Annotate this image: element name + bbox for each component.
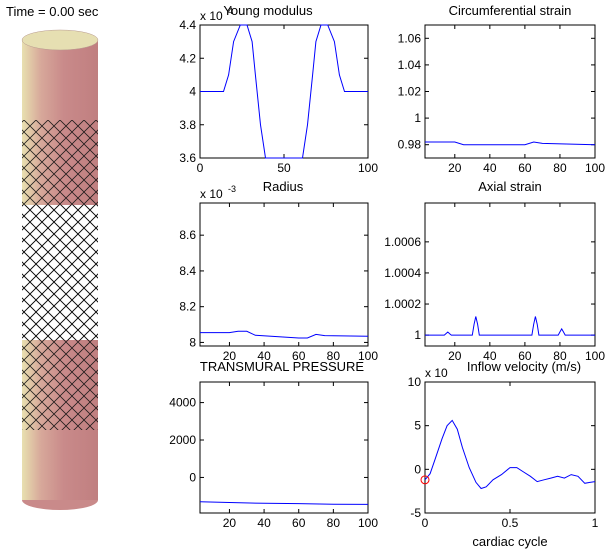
young-modulus-ytick-label: 3.6 (179, 151, 196, 165)
inflow-velocity-title: Inflow velocity (m/s) (467, 359, 581, 374)
inflow-velocity-xtick-label: 0 (422, 516, 429, 530)
vessel-top-cap (21, 29, 99, 51)
radius-xtick-label: 40 (257, 349, 271, 363)
young-modulus-ytick-label: 4.4 (179, 18, 196, 32)
circumferential-strain-xtick-label: 80 (553, 161, 567, 175)
transmural-pressure-chart: 20 40 60 80 100 0 2000 4000 TRANSMURAL PRESSURE (169, 359, 378, 530)
transmural-pressure-ytick-label: 2000 (169, 433, 196, 447)
stent-mesh-inner (22, 205, 98, 340)
circumferential-strain-xtick-label: 40 (483, 161, 497, 175)
young-modulus-xtick-label: 100 (358, 161, 378, 175)
circumferential-strain-title: Circumferential strain (449, 3, 572, 18)
axial-strain-xtick-label: 60 (518, 349, 532, 363)
radius-ytick-label: 8.4 (179, 264, 196, 278)
inflow-velocity-ytick-label: -5 (410, 506, 421, 520)
inflow-velocity-axes-box (424, 381, 596, 514)
radius-series-line (200, 330, 369, 339)
transmural-pressure-ytick-label: 4000 (169, 396, 196, 410)
axial-strain-series-line (425, 316, 595, 336)
circumferential-strain-ytick-label: 1.04 (398, 58, 422, 72)
circumferential-strain-xtick-label: 100 (585, 161, 605, 175)
transmural-pressure-xtick-label: 100 (358, 516, 378, 530)
inflow-velocity-ytick-label: 5 (414, 419, 421, 433)
transmural-pressure-axes-box (199, 381, 369, 514)
axial-strain-axes-box (424, 202, 596, 347)
young-modulus-series-line (200, 24, 368, 159)
axial-strain-ytick-label: 1.0002 (384, 297, 421, 311)
radius-xtick-label: 80 (327, 349, 341, 363)
transmural-pressure-xtick-label: 40 (257, 516, 271, 530)
radius-ytick-label: 8 (189, 335, 196, 349)
inflow-velocity-xlabel: cardiac cycle (472, 534, 547, 549)
circumferential-strain-ytick-label: 1.06 (398, 31, 422, 45)
circumferential-strain-ytick-label: 1 (414, 111, 421, 125)
circumferential-strain-xtick-label: 20 (448, 161, 462, 175)
transmural-pressure-xtick-label: 60 (292, 516, 306, 530)
young-modulus-ytick-label: 4 (189, 85, 196, 99)
young-modulus-ytick-label: 4.2 (179, 51, 196, 65)
circumferential-strain-ytick-label: 1.02 (398, 85, 422, 99)
radius-exponent: x 10 (200, 187, 223, 201)
axial-strain-ytick-label: 1.0004 (384, 266, 421, 280)
transmural-pressure-xtick-label: 80 (327, 516, 341, 530)
young-modulus-xtick-label: 50 (277, 161, 291, 175)
axial-strain-ytick-label: 1 (414, 328, 421, 342)
vessel-illustration (21, 29, 99, 510)
circumferential-strain-ytick-label: 0.98 (398, 138, 422, 152)
axial-strain-xtick-label: 100 (585, 349, 605, 363)
young-modulus-exponent-power: 4 (228, 6, 233, 16)
young-modulus-xtick-label: 0 (197, 161, 204, 175)
axial-strain-chart: 20 40 60 80 100 1 1.0002 1.0004 1.0006 Axial stra… (384, 179, 605, 363)
axial-strain-xtick-label: 20 (448, 349, 462, 363)
transmural-pressure-series-line (199, 501, 369, 505)
radius-title: Radius (263, 179, 304, 194)
inflow-velocity-marker (420, 475, 430, 485)
radius-xtick-label: 100 (358, 349, 378, 363)
transmural-pressure-ytick-label: 0 (189, 470, 196, 484)
young-modulus-exponent: x 10 (200, 9, 223, 23)
circumferential-strain-axes-box (424, 24, 596, 159)
inflow-velocity-ytick-label: 10 (408, 375, 422, 389)
time-label: Time = 0.00 sec (6, 4, 99, 19)
axial-strain-title: Axial strain (478, 179, 542, 194)
circumferential-strain-xtick-label: 60 (518, 161, 532, 175)
axial-strain-xtick-label: 80 (553, 349, 567, 363)
inflow-velocity-exponent: x 10 (425, 366, 448, 380)
inflow-velocity-xtick-label: 1 (592, 516, 599, 530)
inflow-velocity-series-line (424, 419, 596, 490)
transmural-pressure-title: TRANSMURAL PRESSURE (200, 359, 365, 374)
radius-ytick-label: 8.6 (179, 228, 196, 242)
axial-strain-xtick-label: 40 (483, 349, 497, 363)
radius-xtick-label: 60 (292, 349, 306, 363)
axial-strain-ytick-label: 1.0006 (384, 235, 421, 249)
transmural-pressure-xtick-label: 20 (223, 516, 237, 530)
inflow-velocity-ytick-label: 0 (414, 462, 421, 476)
young-modulus-title: Young modulus (223, 3, 313, 18)
circumferential-strain-series-line (425, 141, 596, 146)
radius-exponent-power: -3 (228, 184, 236, 194)
young-modulus-ytick-label: 3.8 (179, 118, 196, 132)
inflow-velocity-xtick-label: 0.5 (502, 516, 519, 530)
radius-axes-box (199, 202, 369, 347)
radius-chart: 20 40 60 80 100 8 8.2 8.4 8.6 x 10 -3 Radius (179, 179, 378, 363)
radius-ytick-label: 8.2 (179, 300, 196, 314)
radius-xtick-label: 20 (223, 349, 237, 363)
circumferential-strain-chart: 20 40 60 80 100 0.98 1 1.02 1.04 1.06 Circumferent… (398, 3, 606, 175)
young-modulus-axes-box (199, 24, 369, 159)
